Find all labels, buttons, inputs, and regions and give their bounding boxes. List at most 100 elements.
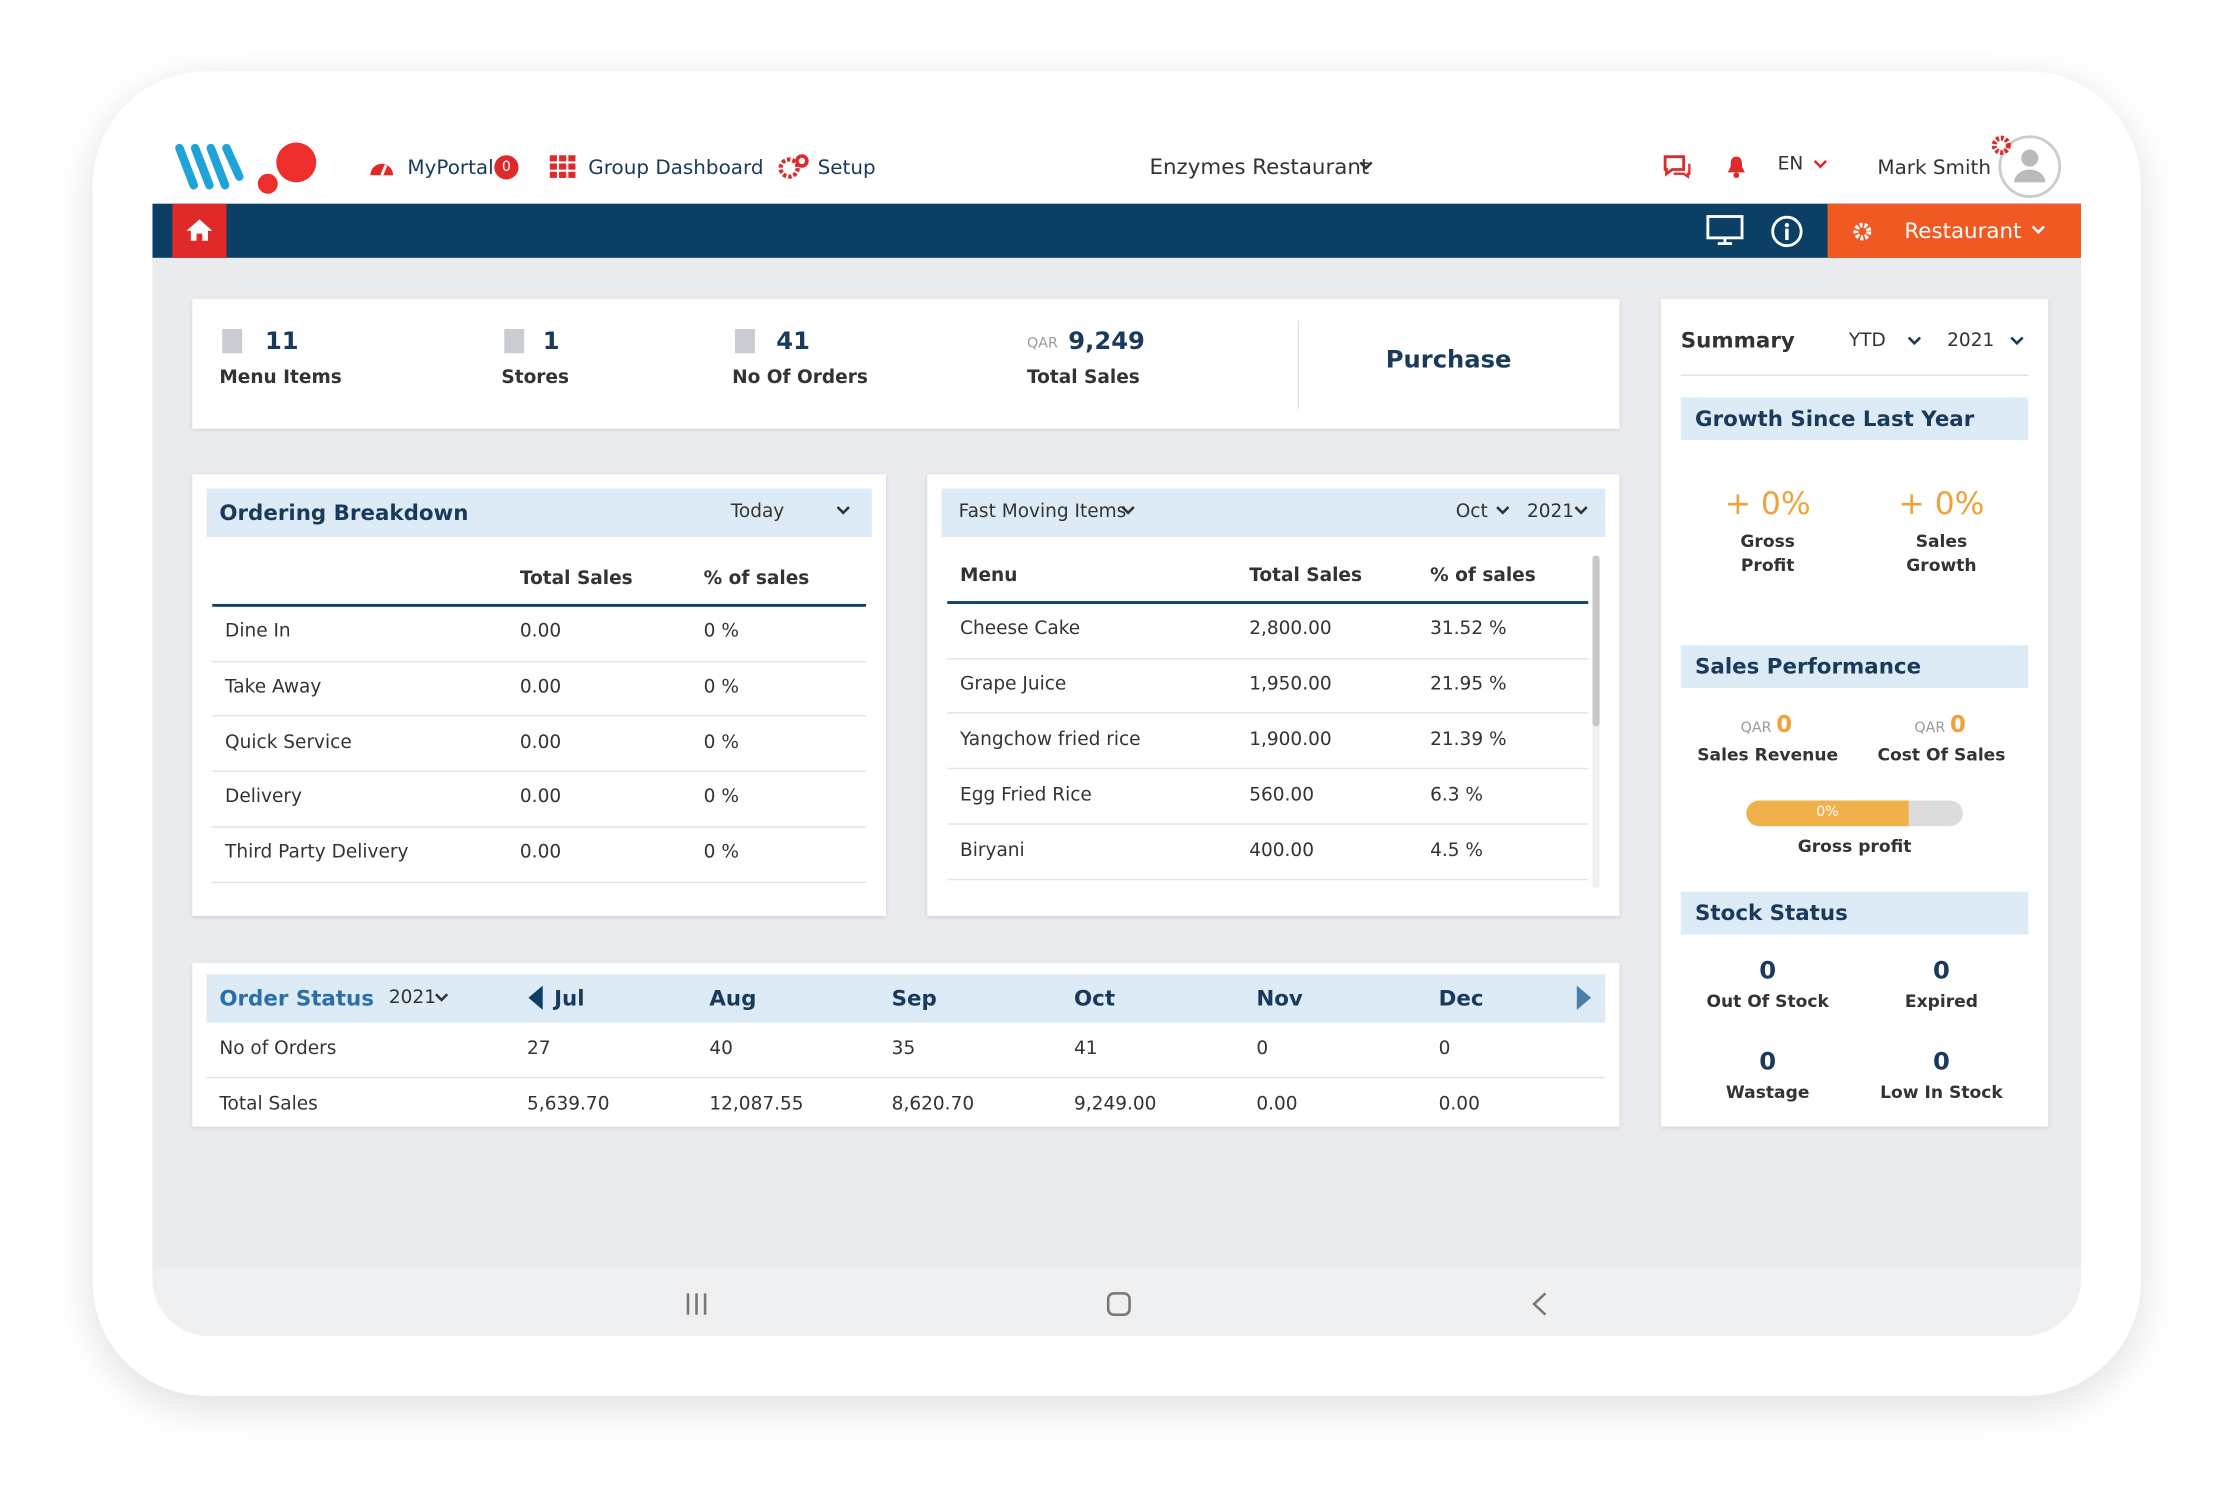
badge (494, 155, 519, 180)
table-cell: 0 % (703, 621, 739, 643)
progress-label: 0% (1816, 804, 1839, 821)
table-cell: Cheese Cake (960, 618, 1081, 640)
panel-title[interactable]: Fast Moving Items (958, 501, 1127, 523)
header-rule (947, 601, 1589, 604)
currency: QAR (1740, 720, 1772, 737)
chevron-down[interactable] (1359, 161, 1373, 171)
chat-icon[interactable] (1662, 154, 1691, 179)
month-header: Nov (1256, 985, 1303, 1012)
language-selector[interactable]: EN (1777, 153, 1804, 176)
home-system-button[interactable] (1106, 1292, 1131, 1317)
info-icon[interactable] (1771, 215, 1804, 248)
chevron-down[interactable] (434, 993, 449, 1003)
table-cell: 0.00 (1256, 1093, 1298, 1115)
home-icon[interactable] (185, 218, 213, 242)
back-button[interactable] (1532, 1292, 1547, 1316)
table-cell: Quick Service (225, 731, 352, 753)
chevron-down[interactable] (1574, 506, 1588, 516)
stat-icon (504, 329, 525, 354)
chevron-down[interactable] (2010, 336, 2024, 346)
header-rule (212, 603, 867, 607)
performance-value: 0 (1950, 710, 1966, 738)
stock-value: 0 (1933, 1048, 1950, 1077)
currency: QAR (1026, 336, 1058, 352)
nav-link[interactable]: Setup (817, 156, 876, 180)
table-cell: 21.39 % (1430, 729, 1507, 751)
period-selector[interactable]: YTD (1848, 330, 1886, 352)
progress-caption: Gross profit (1797, 836, 1912, 857)
prev-arrow[interactable] (528, 985, 544, 1010)
stat-value: 1 (542, 327, 560, 357)
row-rule (947, 878, 1589, 881)
grid-icon[interactable] (549, 155, 576, 178)
scrollbar-thumb[interactable] (1592, 555, 1600, 727)
month-selector[interactable]: Oct (1455, 501, 1488, 523)
recent-apps-button[interactable] (685, 1293, 708, 1315)
chevron-down[interactable] (1496, 506, 1510, 516)
stat-label: Total Sales (1026, 367, 1140, 389)
chevron-down[interactable] (1907, 336, 1921, 346)
chevron-down[interactable] (1813, 160, 1827, 170)
stat-value: 9,249 (1068, 327, 1145, 357)
table-cell: 2,800.00 (1249, 618, 1332, 640)
table-cell: 0.00 (519, 621, 562, 643)
ordering-card (192, 474, 886, 916)
year-selector[interactable]: 2021 (1526, 501, 1575, 523)
chevron-down[interactable] (2031, 225, 2045, 235)
portal-icon[interactable] (369, 157, 395, 177)
growth-value: + 0% (1898, 487, 1985, 523)
table-cell: Delivery (225, 786, 302, 809)
table-cell: 0 % (703, 786, 739, 809)
table-cell: 12,087.55 (709, 1093, 804, 1115)
next-arrow[interactable] (1576, 985, 1593, 1010)
table-cell: Take Away (225, 676, 322, 698)
stock-value: 0 (1759, 1048, 1777, 1077)
period-selector[interactable]: Today (730, 501, 785, 523)
section-title: Growth Since Last Year (1695, 405, 1975, 432)
monitor-icon[interactable] (1706, 215, 1744, 246)
row-rule (212, 825, 867, 828)
table-cell: 31.52 % (1430, 618, 1507, 640)
avatar[interactable] (1991, 134, 2063, 200)
table-cell: 0.00 (519, 731, 562, 753)
nav-link[interactable]: MyPortal (407, 156, 494, 180)
table-cell: 5,639.70 (527, 1093, 610, 1115)
table-cell: 0 % (703, 842, 739, 864)
performance-label: Sales Revenue (1697, 744, 1839, 765)
column-header: Total Sales (1249, 565, 1362, 587)
bell-icon[interactable] (1726, 155, 1746, 179)
panel-title: Order Status (219, 985, 374, 1012)
month-header: Aug (709, 985, 757, 1012)
chevron-down[interactable] (836, 506, 850, 516)
row-rule (947, 712, 1589, 715)
table-cell: 0 % (703, 676, 739, 698)
stats-card (192, 299, 1620, 429)
stat-icon (734, 329, 755, 354)
gear-icon[interactable] (1852, 221, 1873, 242)
role-button-label[interactable]: Restaurant (1904, 217, 2022, 244)
section-title: Stock Status (1695, 900, 1848, 926)
table-cell: 0 (1256, 1038, 1269, 1060)
setup-icon[interactable] (778, 154, 809, 180)
table-cell: 0 (1438, 1038, 1451, 1060)
table-cell: Biryani (960, 839, 1025, 862)
badge-count: 0 (501, 159, 511, 176)
year-selector[interactable]: 2021 (1947, 330, 1995, 352)
restaurant-selector[interactable]: Enzymes Restaurant (1149, 153, 1370, 180)
stock-label: Expired (1904, 991, 1978, 1012)
month-header: Oct (1073, 985, 1116, 1012)
row-rule (212, 660, 867, 662)
purchase-link[interactable]: Purchase (1385, 346, 1512, 375)
nav-link[interactable]: Group Dashboard (588, 156, 764, 180)
stat-label: Menu Items (219, 367, 342, 389)
system-nav-bar (152, 1267, 2082, 1337)
fast-moving-card (927, 474, 1620, 916)
year-selector[interactable]: 2021 (388, 987, 436, 1009)
table-cell: 560.00 (1249, 784, 1315, 806)
row-rule (947, 657, 1589, 659)
user-name[interactable]: Mark Smith (1877, 156, 1991, 180)
chevron-down[interactable] (1121, 506, 1135, 516)
